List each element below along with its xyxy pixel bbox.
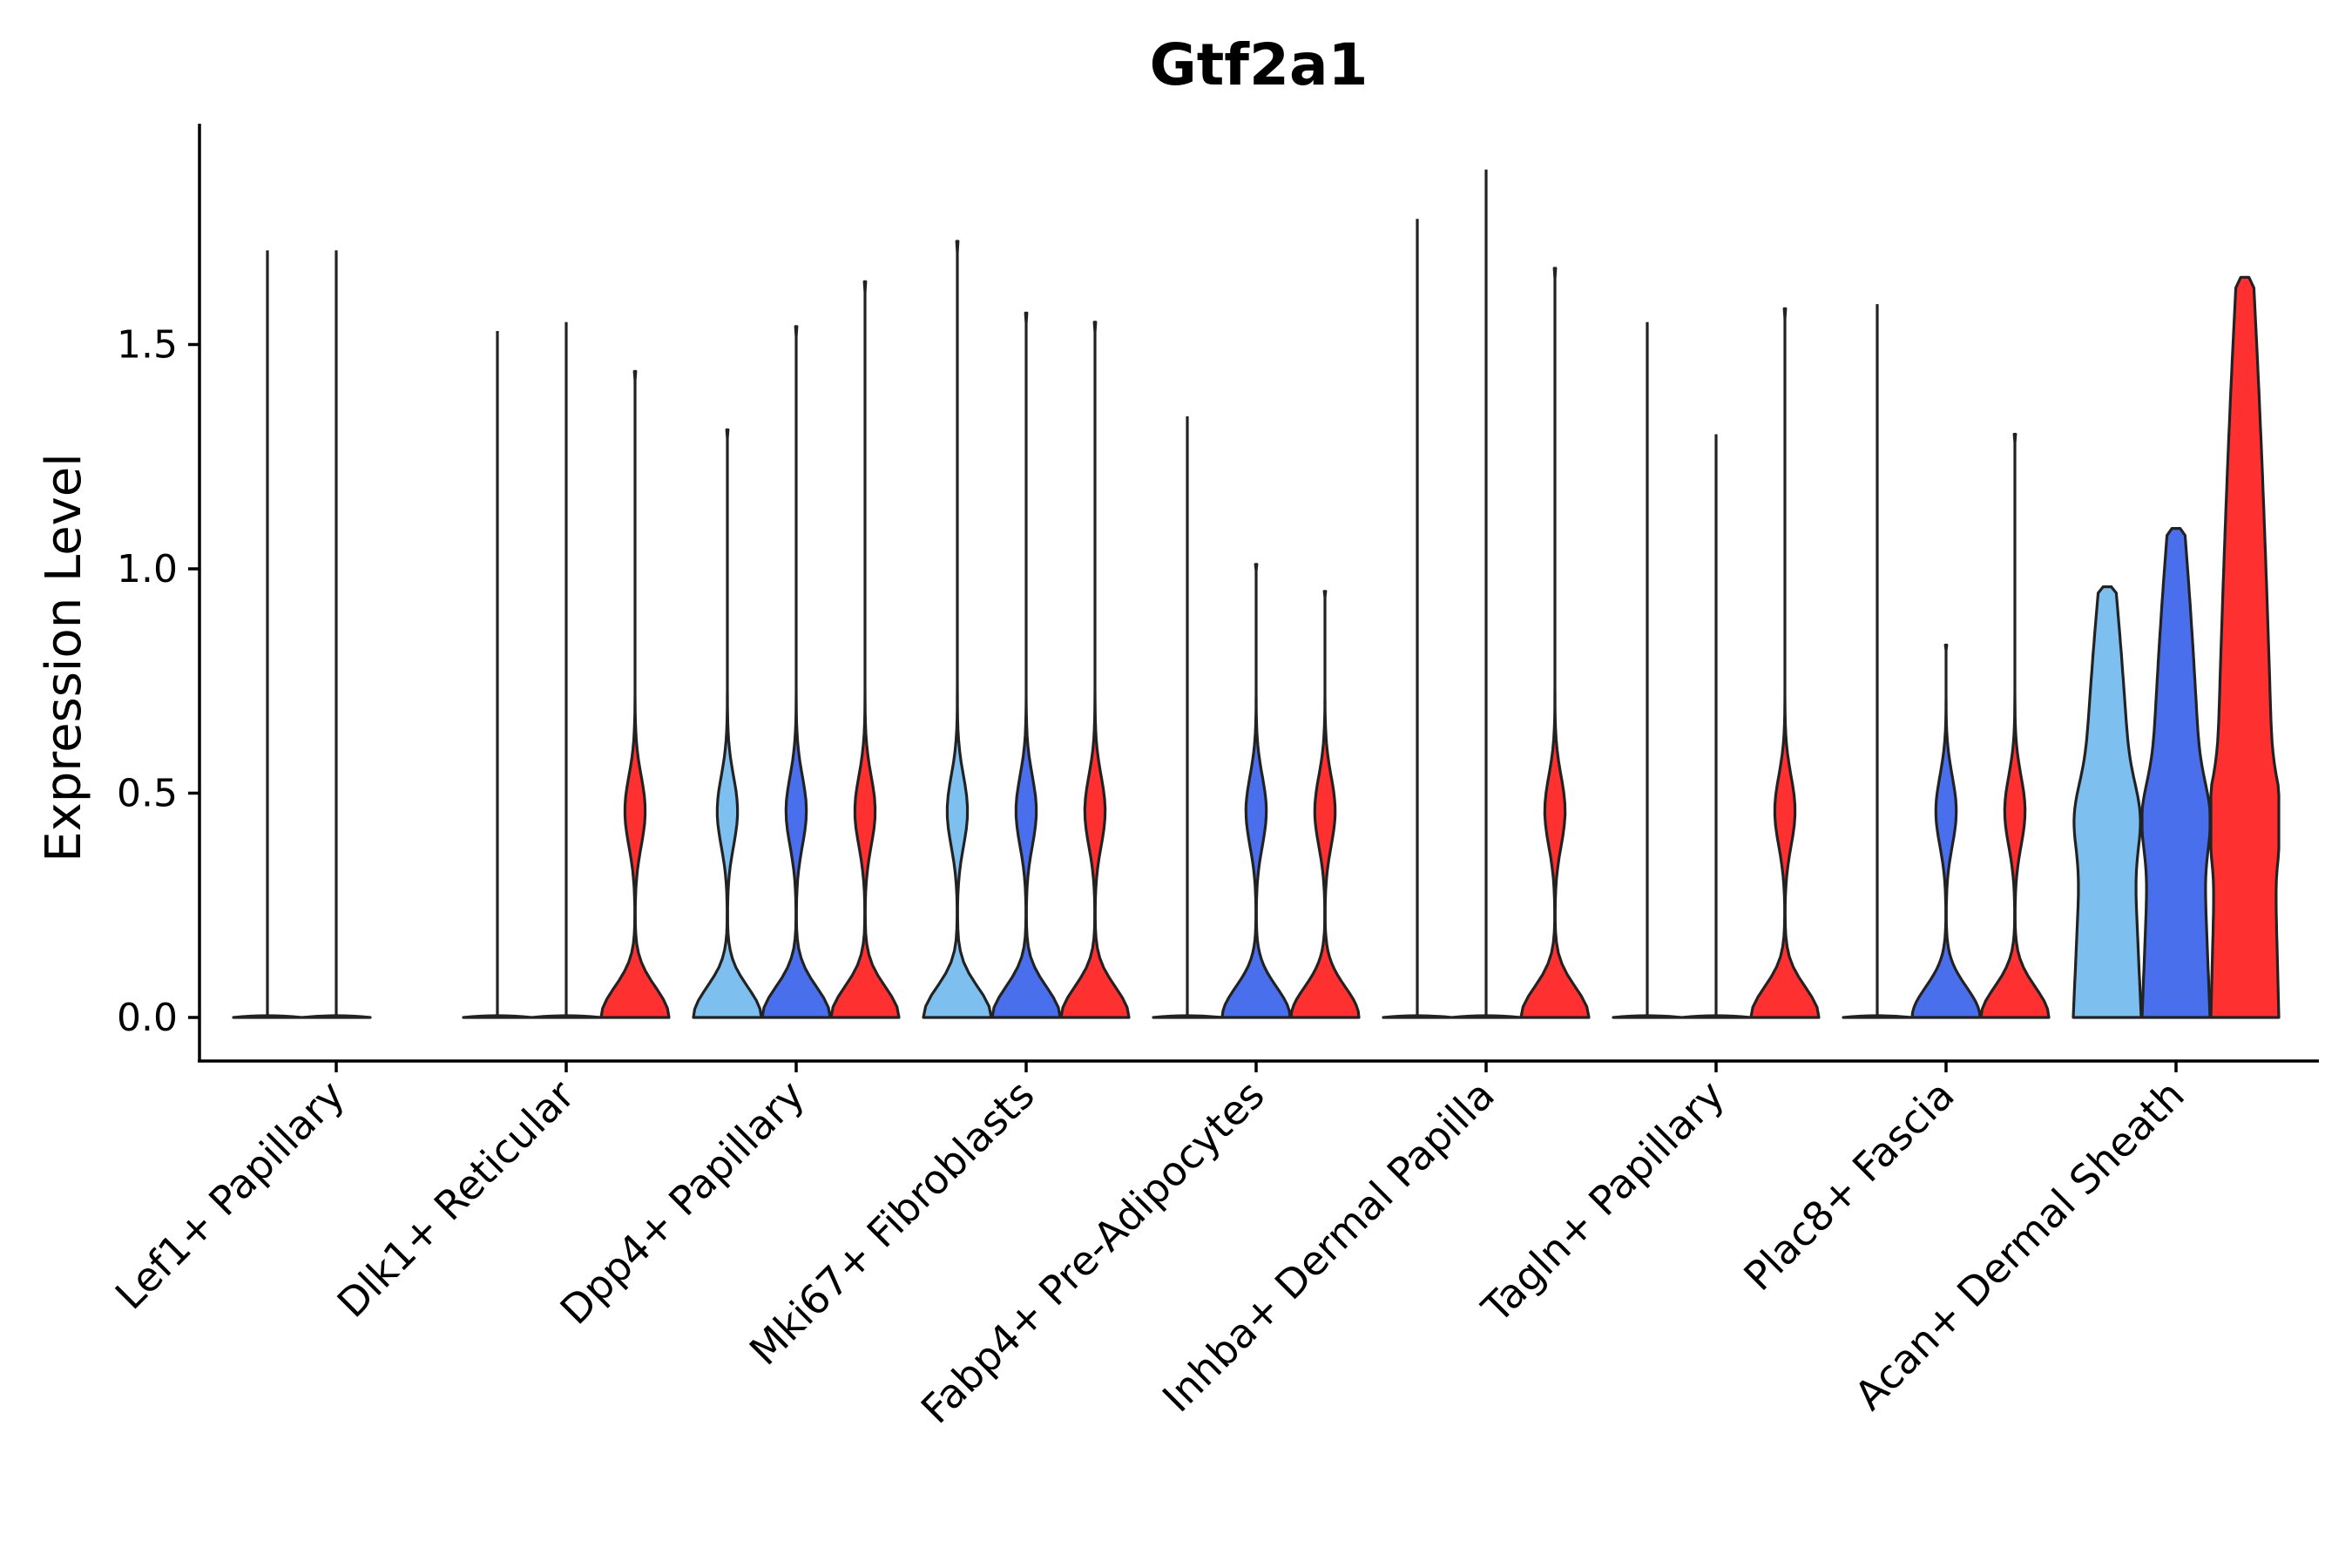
violin-2 [760, 325, 832, 1019]
violin-layer [232, 169, 2281, 1019]
chart-title: Gtf2a1 [1150, 31, 1369, 98]
x-tick-label: Lef1+ Papillary [106, 1071, 354, 1319]
violin-2 [2140, 527, 2212, 1019]
violin-1 [2072, 585, 2143, 1019]
violin-2 [990, 311, 1062, 1019]
y-tick-label: 1.5 [117, 323, 178, 368]
x-tick-label: Plac8+ Fascia [1734, 1071, 1963, 1300]
y-axis-label: Expression Level [36, 453, 92, 862]
y-axis-ticks: 0.0 0.5 1.0 1.5 [117, 323, 199, 1040]
y-tick-label: 0.0 [117, 996, 178, 1040]
violin-2 [1220, 563, 1292, 1019]
violin-2 [1910, 643, 1982, 1019]
x-tick-label: Tagln+ Papillary [1472, 1071, 1734, 1333]
violin-3 [829, 280, 901, 1019]
violin-1 [922, 240, 993, 1019]
violin-3 [1519, 267, 1591, 1019]
x-tick-label: Dlk1+ Reticular [328, 1071, 584, 1327]
violin-3 [1979, 432, 2051, 1019]
violin-1 [692, 428, 763, 1019]
y-tick-label: 0.5 [117, 772, 178, 816]
violin-3 [1289, 590, 1361, 1019]
violin-3 [599, 369, 671, 1019]
violin-3 [1059, 321, 1131, 1019]
y-tick-label: 1.0 [117, 547, 178, 591]
x-tick-label: Dpp4+ Papillary [551, 1071, 814, 1334]
violin-3 [1749, 307, 1821, 1019]
violin-3 [2209, 275, 2281, 1019]
